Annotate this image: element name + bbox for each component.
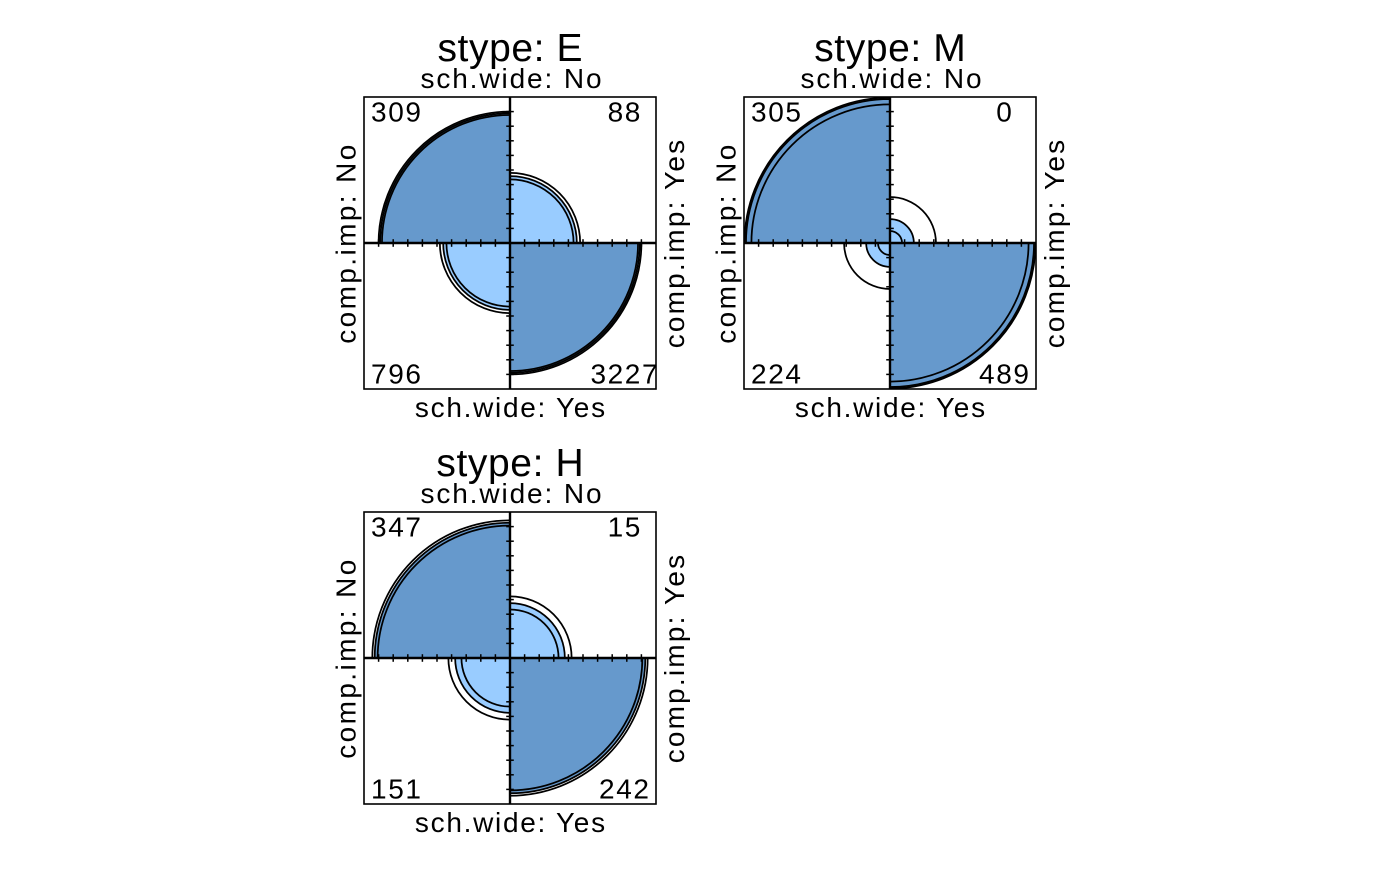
svg-text:3227: 3227 <box>590 359 659 390</box>
svg-text:comp.imp: Yes: comp.imp: Yes <box>659 553 690 764</box>
svg-text:305: 305 <box>751 97 802 128</box>
svg-text:stype: E: stype: E <box>437 27 583 70</box>
svg-text:stype: H: stype: H <box>436 442 584 485</box>
svg-text:comp.imp: Yes: comp.imp: Yes <box>659 138 690 349</box>
svg-text:242: 242 <box>599 774 650 805</box>
svg-text:309: 309 <box>371 97 422 128</box>
svg-text:sch.wide: No: sch.wide: No <box>800 63 983 94</box>
svg-text:sch.wide: No: sch.wide: No <box>420 63 603 94</box>
svg-text:sch.wide: Yes: sch.wide: Yes <box>415 807 607 838</box>
svg-text:sch.wide: No: sch.wide: No <box>420 478 603 509</box>
svg-text:88: 88 <box>608 97 642 128</box>
svg-text:comp.imp: No: comp.imp: No <box>331 142 362 344</box>
svg-text:151: 151 <box>371 774 422 805</box>
svg-text:comp.imp: Yes: comp.imp: Yes <box>1039 138 1070 349</box>
svg-text:489: 489 <box>979 359 1030 390</box>
svg-text:comp.imp: No: comp.imp: No <box>711 142 742 344</box>
svg-text:796: 796 <box>371 359 422 390</box>
svg-text:comp.imp: No: comp.imp: No <box>331 557 362 759</box>
svg-text:347: 347 <box>371 512 422 543</box>
svg-text:sch.wide: Yes: sch.wide: Yes <box>795 392 987 423</box>
svg-text:0: 0 <box>996 97 1013 128</box>
svg-text:sch.wide: Yes: sch.wide: Yes <box>415 392 607 423</box>
svg-text:stype: M: stype: M <box>814 27 966 70</box>
svg-text:224: 224 <box>751 359 802 390</box>
svg-text:15: 15 <box>608 512 642 543</box>
